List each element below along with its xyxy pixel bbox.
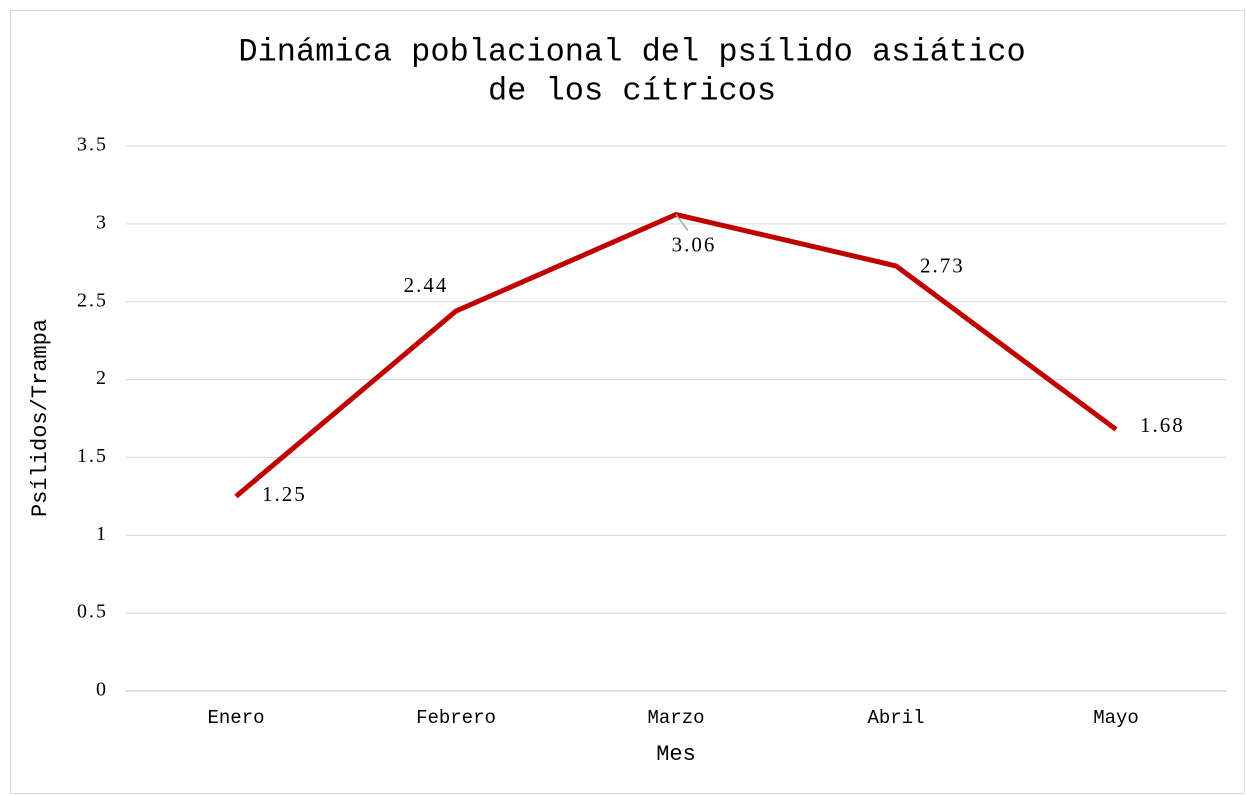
x-tick-label: Mayo — [1093, 707, 1139, 729]
y-tick-label: 3.5 — [77, 134, 108, 156]
y-axis-title: Psílidos/Trampa — [28, 319, 53, 517]
y-tick-label: 1.5 — [77, 445, 108, 467]
chart-border — [10, 10, 1245, 794]
data-label: 3.06 — [672, 232, 717, 256]
x-tick-label: Abril — [867, 707, 924, 729]
y-tick-label: 3 — [96, 211, 108, 233]
y-tick-label: 2.5 — [77, 289, 108, 311]
x-tick-label: Enero — [207, 707, 264, 729]
y-tick-label: 0 — [96, 679, 108, 701]
y-tick-label: 1 — [96, 523, 108, 545]
chart-title: Dinámica poblacional del psílido asiátic… — [238, 33, 1025, 70]
data-label: 2.44 — [404, 273, 449, 297]
y-tick-label: 2 — [96, 367, 108, 389]
data-label: 1.25 — [262, 482, 307, 506]
data-label: 1.68 — [1140, 413, 1185, 437]
y-tick-label: 0.5 — [77, 601, 108, 623]
data-label: 2.73 — [920, 254, 965, 278]
x-tick-label: Marzo — [647, 707, 704, 729]
x-axis-title: Mes — [656, 742, 696, 767]
leader-line — [675, 214, 689, 231]
line — [234, 212, 1118, 499]
x-tick-label: Febrero — [416, 707, 496, 729]
chart-title: de los cítricos — [488, 72, 776, 109]
